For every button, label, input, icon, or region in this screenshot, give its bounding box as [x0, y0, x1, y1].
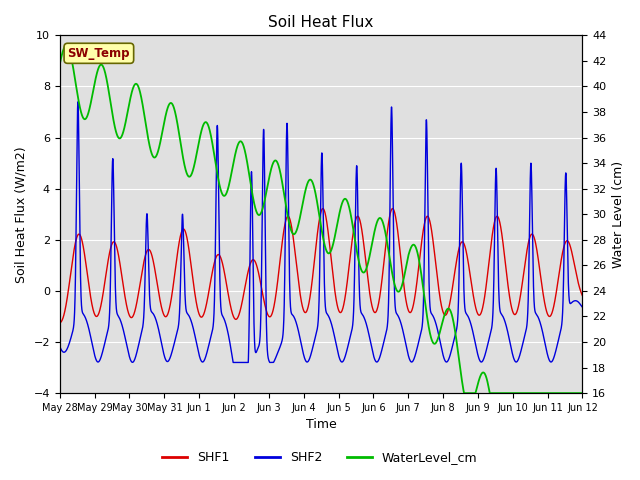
- Text: SW_Temp: SW_Temp: [68, 47, 130, 60]
- Y-axis label: Water Level (cm): Water Level (cm): [612, 161, 625, 268]
- Y-axis label: Soil Heat Flux (W/m2): Soil Heat Flux (W/m2): [15, 146, 28, 283]
- X-axis label: Time: Time: [306, 419, 337, 432]
- Legend: SHF1, SHF2, WaterLevel_cm: SHF1, SHF2, WaterLevel_cm: [157, 446, 483, 469]
- Title: Soil Heat Flux: Soil Heat Flux: [268, 15, 374, 30]
